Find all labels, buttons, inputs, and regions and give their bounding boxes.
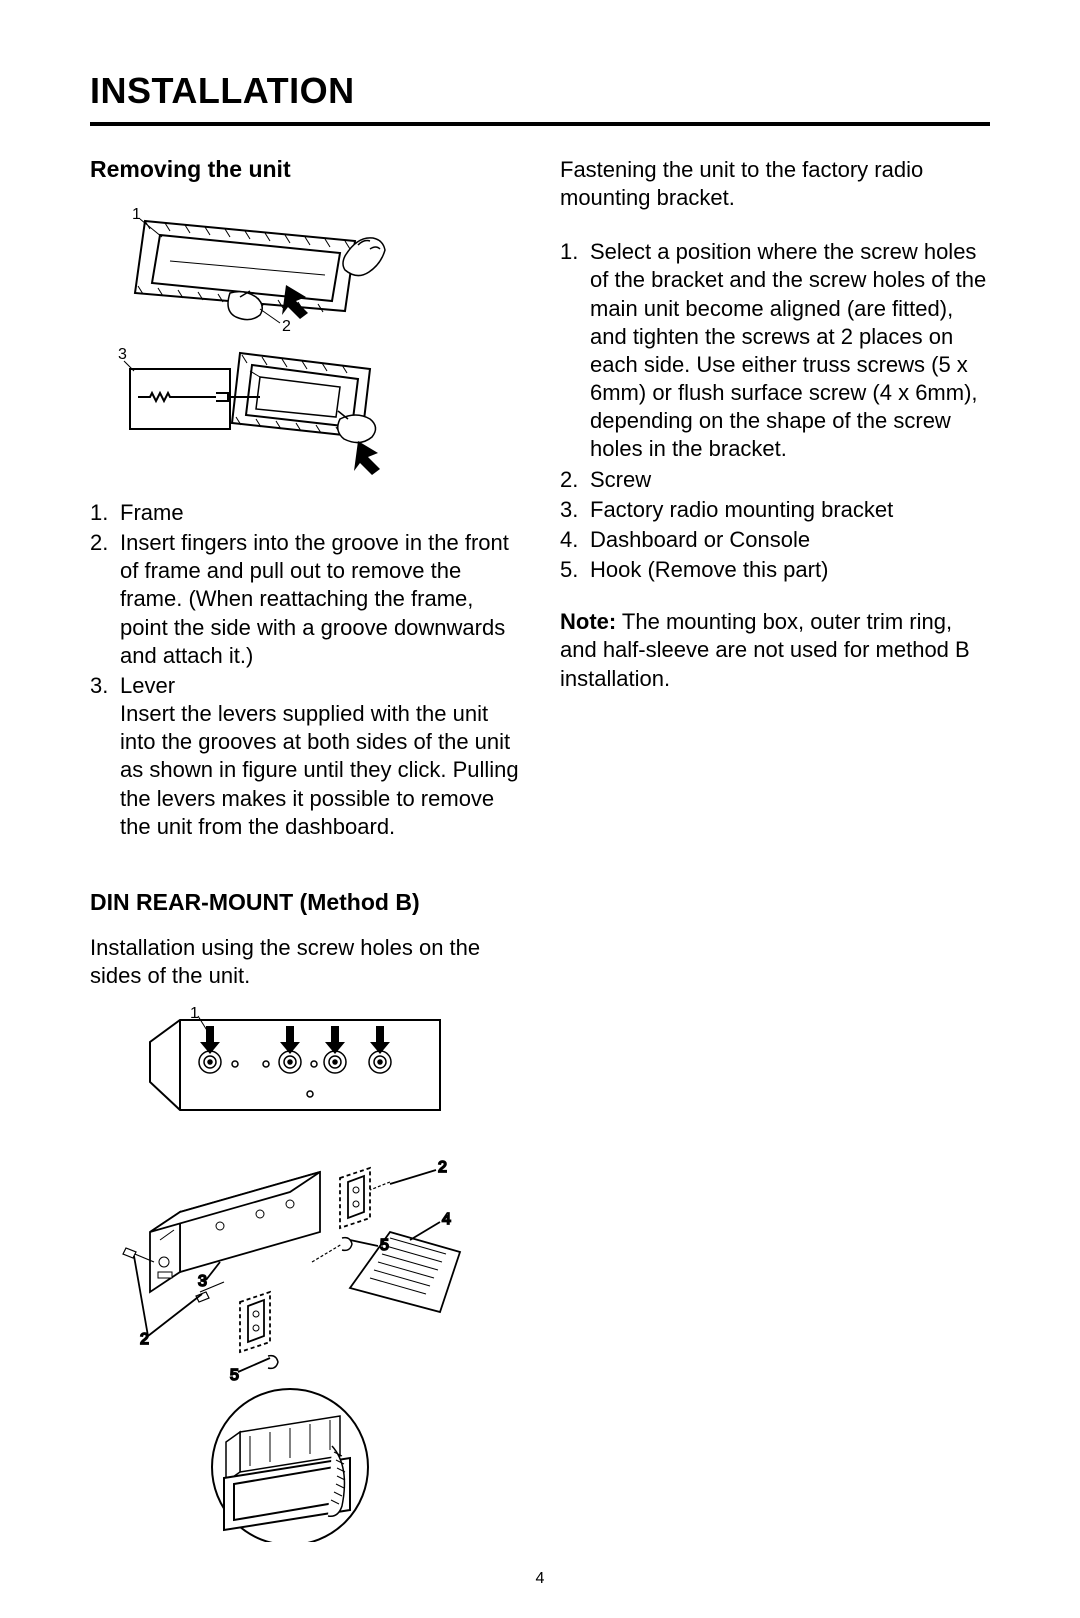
removing-callout-2: 2 (282, 318, 291, 335)
list-item-label: Frame (120, 500, 184, 525)
removing-callout-3: 3 (118, 346, 127, 363)
method-b-diagram: 1 (90, 1002, 490, 1542)
right-intro: Fastening the unit to the factory radio … (560, 156, 990, 212)
mb-callout-5a: 5 (380, 1237, 389, 1254)
right-column: Fastening the unit to the factory radio … (560, 156, 990, 1560)
note-label: Note: (560, 609, 616, 634)
list-item: Hook (Remove this part) (560, 556, 990, 584)
page-title: INSTALLATION (90, 70, 990, 122)
removing-callout-1: 1 (132, 206, 141, 223)
list-item: Factory radio mounting bracket (560, 496, 990, 524)
content-columns: Removing the unit (90, 156, 990, 1560)
list-item-label: Dashboard or Console (590, 527, 810, 552)
list-item: Dashboard or Console (560, 526, 990, 554)
page: INSTALLATION Removing the unit (0, 0, 1080, 1618)
list-item: Frame (90, 499, 520, 527)
mb-callout-1: 1 (190, 1005, 199, 1022)
list-item-sub: Insert the levers supplied with the unit… (120, 700, 520, 841)
removing-diagram: 1 2 (90, 201, 410, 481)
list-item: Insert fingers into the groove in the fr… (90, 529, 520, 670)
list-item-label: Select a position where the screw holes … (590, 239, 986, 461)
left-column: Removing the unit (90, 156, 520, 1560)
list-item-label: Hook (Remove this part) (590, 557, 828, 582)
note-body: The mounting box, outer trim ring, and h… (560, 609, 970, 690)
removing-heading: Removing the unit (90, 156, 520, 183)
list-item-label: Insert fingers into the groove in the fr… (120, 530, 509, 668)
mb-callout-2a: 2 (438, 1159, 447, 1176)
title-rule (90, 122, 990, 126)
mb-callout-3: 3 (198, 1273, 207, 1290)
list-item-label: Factory radio mounting bracket (590, 497, 893, 522)
method-b-heading: DIN REAR-MOUNT (Method B) (90, 889, 520, 916)
mb-callout-5b: 5 (230, 1367, 239, 1384)
list-item: Lever Insert the levers supplied with th… (90, 672, 520, 841)
list-item: Screw (560, 466, 990, 494)
page-number: 4 (0, 1570, 1080, 1588)
list-item: Select a position where the screw holes … (560, 238, 990, 463)
list-item-label: Lever (120, 673, 175, 698)
mb-callout-4: 4 (442, 1211, 451, 1228)
list-item-label: Screw (590, 467, 651, 492)
right-list: Select a position where the screw holes … (560, 238, 990, 584)
removing-list: Frame Insert fingers into the groove in … (90, 499, 520, 841)
method-b-intro: Installation using the screw holes on th… (90, 934, 520, 990)
note-paragraph: Note: The mounting box, outer trim ring,… (560, 608, 990, 692)
